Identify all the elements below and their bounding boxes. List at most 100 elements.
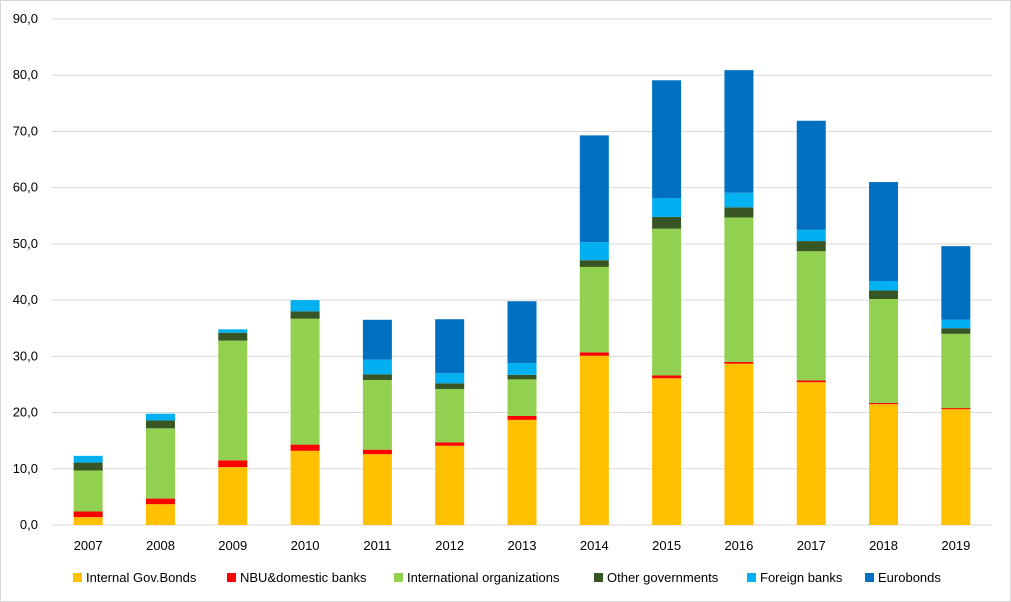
bar-segment [796,251,826,381]
bar-segment [290,311,320,319]
y-tick-label: 30,0 [13,348,38,363]
x-tick-label: 2008 [146,538,175,553]
bar-segment [652,216,682,229]
legend-label: International organizations [407,570,560,585]
legend-label: Internal Gov.Bonds [86,570,197,585]
legend-swatch [865,573,874,582]
bar-segment [941,319,971,329]
x-tick-label: 2015 [652,538,681,553]
bar-segment [579,135,609,243]
bar-segment [73,517,103,525]
legend-swatch [747,573,756,582]
bar-segment [652,80,682,199]
bar-segment [362,379,392,450]
legend-swatch [227,573,236,582]
bar-segment [724,363,754,525]
legend-label: Foreign banks [760,570,843,585]
x-tick-label: 2009 [218,538,247,553]
y-tick-label: 90,0 [13,11,38,26]
bar-segment [435,445,465,525]
bar-segment [73,455,103,463]
bar-segment [218,329,248,333]
bar-segment [218,332,248,341]
bar-segment [362,374,392,380]
y-tick-label: 0,0 [20,517,38,532]
bar-segment [290,444,320,451]
bar-segment [435,373,465,384]
bar-segment [579,266,609,353]
legend-swatch [73,573,82,582]
bar-segment [145,498,175,505]
bar-segment [796,380,826,383]
x-tick-label: 2010 [291,538,320,553]
legend-label: NBU&domestic banks [240,570,367,585]
bar-segment [145,428,175,499]
bar-segment [435,383,465,389]
bar-segment [362,449,392,455]
x-tick-label: 2018 [869,538,898,553]
x-axis: 2007 2008 2009 2010 2011 2012 2013 2014 2015 2016… [74,538,971,553]
bar-segment [796,382,826,525]
legend-swatch [594,573,603,582]
bar-segment [941,408,971,410]
x-tick-label: 2016 [724,538,753,553]
bars [73,70,971,525]
legend: Internal Gov.Bonds NBU&domestic banks Inte… [73,570,941,585]
bar-segment [362,454,392,525]
y-tick-label: 40,0 [13,292,38,307]
bar-segment [652,378,682,525]
bar-segment [435,319,465,374]
bar-segment [724,207,754,218]
x-tick-label: 2011 [363,538,391,553]
bar-segment [145,504,175,525]
bar-segment [435,388,465,443]
bar-segment [869,298,899,403]
x-tick-label: 2012 [435,538,464,553]
gridlines [52,18,992,526]
bar-segment [579,352,609,356]
x-tick-label: 2007 [74,538,103,553]
bar-segment [507,363,537,375]
bar-segment [290,318,320,445]
bar-segment [73,462,103,471]
bar-segment [941,328,971,334]
bar-segment [724,192,754,208]
bar-segment [507,301,537,364]
legend-swatch [394,573,403,582]
x-tick-label: 2014 [580,538,609,553]
bar-segment [796,120,826,230]
bar-segment [145,420,175,429]
bar-segment [652,375,682,379]
bar-segment [796,229,826,242]
bar-segment [73,511,103,518]
bar-segment [290,300,320,312]
y-tick-label: 60,0 [13,180,38,195]
bar-segment [73,470,103,512]
bar-segment [724,217,754,362]
bar-segment [362,319,392,360]
bar-segment [869,182,899,281]
legend-label: Other governments [607,570,719,585]
bar-segment [218,460,248,468]
bar-segment [941,409,971,525]
bar-segment [218,467,248,525]
y-tick-label: 50,0 [13,236,38,251]
y-tick-label: 80,0 [13,67,38,82]
legend-label: Eurobonds [878,570,941,585]
x-tick-label: 2017 [797,538,826,553]
x-tick-label: 2013 [508,538,537,553]
bar-segment [579,260,609,267]
bar-segment [941,333,971,409]
bar-segment [507,379,537,416]
bar-segment [362,359,392,375]
y-tick-label: 70,0 [13,123,38,138]
bar-segment [869,280,899,291]
bar-segment [579,355,609,525]
y-axis: 0,0 10,0 20,0 30,0 40,0 50,0 60,0 70,0 80,0 90,0 [13,11,38,532]
bar-segment [652,228,682,376]
bar-segment [724,70,754,193]
bar-segment [724,361,754,364]
bar-segment [507,415,537,420]
